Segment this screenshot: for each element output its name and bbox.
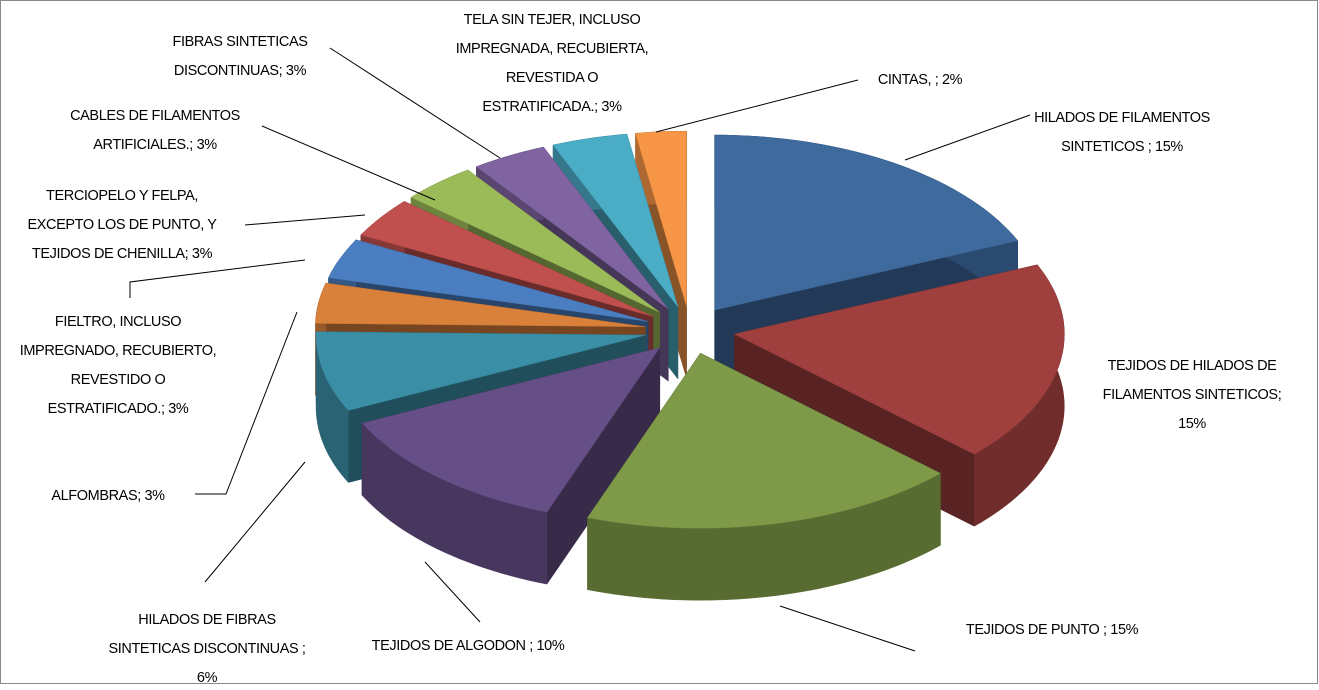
data-label: 15% [1178,416,1206,432]
data-label: ARTIFICIALES.; 3% [93,137,217,153]
slice [635,130,687,307]
leader-line [195,311,298,495]
leader-line [261,125,436,201]
slice [733,264,1065,455]
data-label: CABLES DE FILAMENTOS [70,108,240,124]
data-label: TEJIDOS DE ALGODON ; 10% [372,638,565,654]
data-label: CINTAS, ; 2% [878,72,963,88]
slice [714,134,1019,311]
data-label: TELA SIN TEJER, INCLUSO [464,12,641,28]
data-label: REVESTIDO O [71,372,166,388]
slice [328,239,649,322]
leader-line [779,605,916,652]
data-label: TEJIDOS DE HILADOS DE [1108,358,1278,374]
data-label: FILAMENTOS SINTETICOS; [1103,387,1282,403]
leader-line [244,214,366,226]
data-label: IMPREGNADA, RECUBIERTA, [456,41,649,57]
leader-line [129,259,306,298]
data-label: TEJIDOS DE CHENILLA; 3% [32,246,213,262]
data-label: TEJIDOS DE PUNTO ; 15% [966,622,1139,638]
leader-line [329,47,501,159]
data-label: ESTRATIFICADA.; 3% [482,99,622,115]
data-label: EXCEPTO LOS DE PUNTO, Y [27,217,217,233]
data-label: ALFOMBRAS; 3% [51,488,165,504]
data-label: DISCONTINUAS; 3% [174,63,307,79]
slice [410,169,660,313]
data-label: IMPREGNADO, RECUBIERTO, [20,343,217,359]
data-label: HILADOS DE FILAMENTOS [1034,110,1210,126]
leader-line [204,461,306,583]
data-label: TERCIOPELO Y FELPA, [46,188,198,204]
slice [360,201,654,317]
data-label: SINTETICOS ; 15% [1061,139,1183,155]
slice [315,331,647,411]
data-label: SINTETICAS DISCONTINUAS ; [108,641,305,657]
slice [587,352,941,529]
slice [552,133,679,308]
data-label: FIBRAS SINTETICAS [173,34,308,50]
slice [587,352,941,601]
data-label: HILADOS DE FIBRAS [138,612,275,628]
leader-line [655,79,859,133]
data-label: REVESTIDA O [506,70,598,86]
data-label: ESTRATIFICADO.; 3% [48,401,189,417]
slice [361,347,661,513]
slice [315,282,646,328]
slice [475,146,669,310]
leader-line [424,561,481,623]
leader-line [904,114,1031,161]
slice [361,346,661,585]
data-label: FIELTRO, INCLUSO [55,314,181,330]
data-label: 6% [197,670,218,685]
